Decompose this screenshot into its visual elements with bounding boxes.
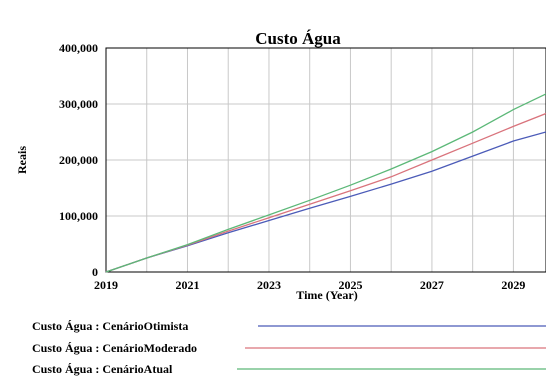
- x-axis-label: Time (Year): [296, 288, 357, 302]
- grid: [106, 48, 546, 272]
- y-tick-label: 200,000: [59, 153, 98, 167]
- x-tick-label: 2023: [257, 278, 281, 292]
- y-tick-label: 400,000: [59, 41, 98, 55]
- x-tick-label: 2027: [420, 278, 444, 292]
- legend-label: Custo Água : CenárioModerado: [32, 341, 197, 355]
- series-line-3: [105, 93, 546, 273]
- series-line-2: [105, 112, 546, 273]
- y-axis-label: Reais: [15, 146, 29, 174]
- legend-label: Custo Água : CenárioAtual: [32, 362, 173, 376]
- series-lines: [105, 93, 546, 273]
- series-line-1: [105, 131, 546, 273]
- y-tick-label: 300,000: [59, 97, 98, 111]
- x-tick-label: 2025: [338, 278, 362, 292]
- y-axis-ticks: 0 100,000 200,000 300,000 400,000: [59, 41, 98, 279]
- chart-title: Custo Água: [255, 29, 341, 48]
- x-tick-label: 2019: [94, 278, 118, 292]
- plot-frame: [105, 47, 546, 273]
- y-tick-label: 0: [92, 265, 98, 279]
- legend-label: Custo Água : CenárioOtimista: [32, 319, 188, 333]
- y-tick-label: 100,000: [59, 209, 98, 223]
- legend: Custo Água : CenárioOtimista Custo Água :…: [32, 319, 546, 376]
- x-tick-label: 2029: [501, 278, 525, 292]
- x-tick-label: 2021: [175, 278, 199, 292]
- x-axis-ticks: 2019 2021 2023 2025 2027 2029: [94, 278, 525, 292]
